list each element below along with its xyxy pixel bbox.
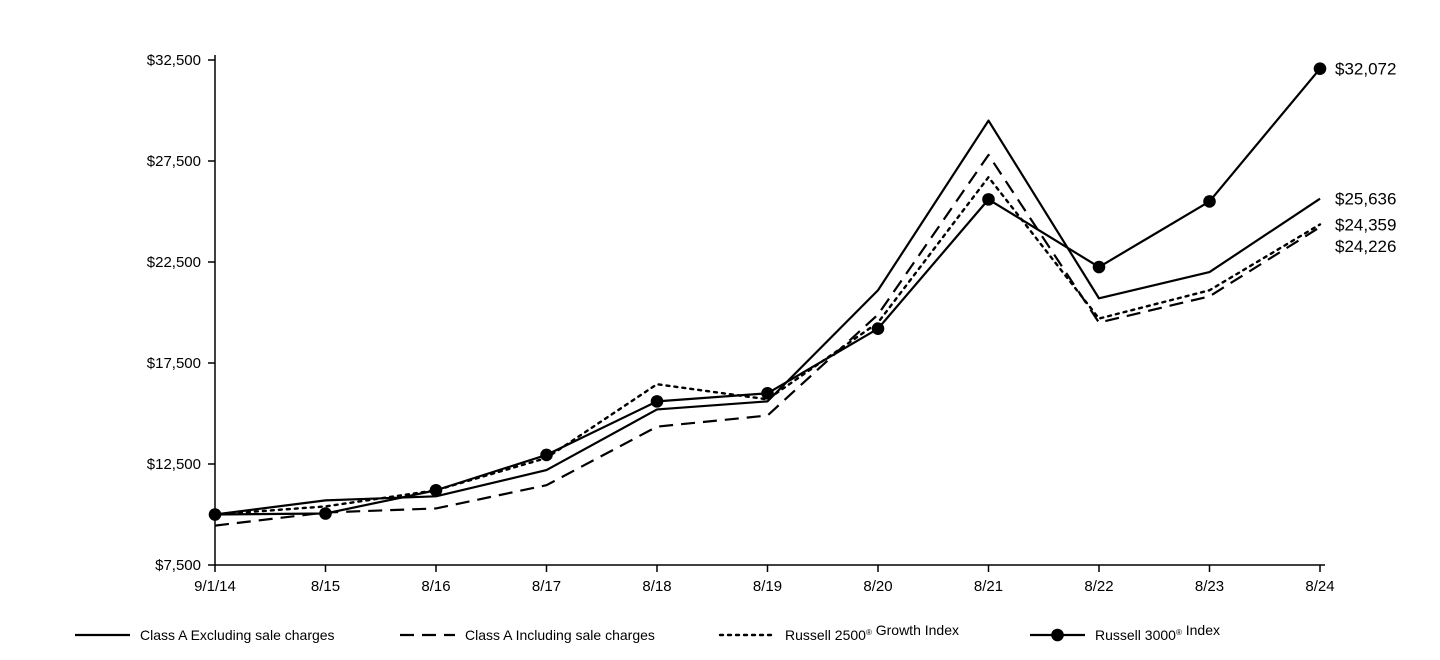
x-tick-label: 8/18 bbox=[642, 578, 671, 595]
x-tick-label: 8/22 bbox=[1084, 578, 1113, 595]
x-tick-label: 9/1/14 bbox=[194, 578, 236, 595]
series-marker-r3000 bbox=[982, 193, 995, 206]
series-marker-r3000 bbox=[1093, 261, 1106, 274]
x-tick-label: 8/19 bbox=[753, 578, 782, 595]
series-marker-r3000 bbox=[872, 322, 885, 335]
series-marker-r3000 bbox=[430, 484, 443, 497]
legend-label: Class A Including sale charges bbox=[465, 627, 655, 643]
legend-label: Class A Excluding sale charges bbox=[140, 627, 335, 643]
y-tick-label: $7,500 bbox=[155, 557, 201, 574]
series-marker-r3000 bbox=[209, 508, 222, 521]
y-tick-label: $12,500 bbox=[147, 456, 201, 473]
chart-svg: $7,500 $12,500 $17,500 $22,500 $27,500 $32,50… bbox=[0, 0, 1440, 660]
end-label-class_a_incl: $24,226 bbox=[1335, 237, 1396, 256]
series-marker-r3000 bbox=[761, 387, 774, 400]
end-label-r2500g: $24,359 bbox=[1335, 215, 1396, 234]
y-tick-label: $27,500 bbox=[147, 153, 201, 170]
series-marker-r3000 bbox=[1314, 62, 1327, 75]
y-tick-label: $22,500 bbox=[147, 254, 201, 271]
x-tick-label: 8/24 bbox=[1305, 578, 1334, 595]
x-tick-label: 8/15 bbox=[311, 578, 340, 595]
series-marker-r3000 bbox=[540, 449, 553, 462]
series-marker-r3000 bbox=[651, 395, 664, 408]
y-tick-label: $32,500 bbox=[147, 52, 201, 69]
growth-chart: $7,500 $12,500 $17,500 $22,500 $27,500 $32,50… bbox=[0, 0, 1440, 660]
end-label-class_a_excl: $25,636 bbox=[1335, 190, 1396, 209]
legend-marker-r3000 bbox=[1051, 629, 1064, 642]
x-tick-label: 8/16 bbox=[421, 578, 450, 595]
x-tick-label: 8/21 bbox=[974, 578, 1003, 595]
end-label-r3000: $32,072 bbox=[1335, 60, 1396, 79]
x-tick-label: 8/23 bbox=[1195, 578, 1224, 595]
y-tick-label: $17,500 bbox=[147, 355, 201, 372]
x-tick-label: 8/20 bbox=[863, 578, 892, 595]
series-marker-r3000 bbox=[1203, 195, 1216, 208]
series-marker-r3000 bbox=[319, 507, 332, 520]
x-tick-label: 8/17 bbox=[532, 578, 561, 595]
